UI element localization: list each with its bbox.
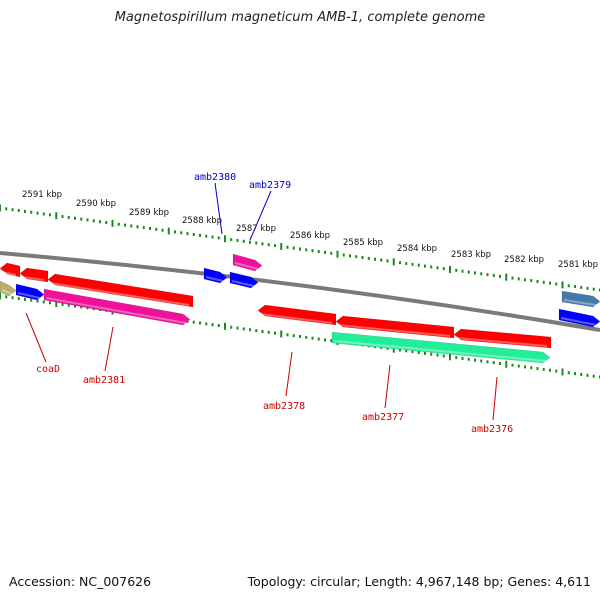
kbp-label: 2584 kbp [397,244,437,254]
leader-line [214,182,223,235]
gene-highlight [234,262,259,270]
leader-line [25,312,47,363]
genome-summary: Topology: circular; Length: 4,967,148 bp… [247,574,591,589]
gene-labels: coaD amb2381 amb2380 amb2379 amb2378 amb2377 a… [25,172,513,435]
gene-feature[interactable] [0,280,17,297]
gene-label[interactable]: coaD [36,364,60,375]
gene-feature[interactable] [19,267,49,283]
leader-line [492,376,498,421]
gene-feature[interactable] [229,271,259,289]
kbp-label: 2591 kbp [22,190,62,200]
gene-highlight [17,292,41,299]
gene-label[interactable]: amb2377 [362,412,404,423]
gene-highlight [337,324,451,337]
kbp-label: 2588 kbp [182,216,222,226]
gene-label[interactable]: amb2376 [471,424,513,435]
gene-highlight [45,297,187,324]
kbp-label: 2587 kbp [236,224,276,234]
gene-feature[interactable] [335,315,455,339]
kbp-label: 2589 kbp [129,208,169,218]
accession-text: Accession: NC_007626 [9,574,152,589]
gene-feature[interactable] [203,267,228,284]
gene-label[interactable]: amb2378 [263,401,305,412]
kbp-label: 2590 kbp [76,199,116,209]
gene-highlight [563,299,597,306]
gene-feature[interactable] [558,308,600,328]
gene-highlight [231,280,255,287]
gene-highlight [560,317,597,326]
gene-feature[interactable] [561,290,600,308]
gene-feature[interactable] [257,304,337,326]
gene-feature[interactable] [232,253,263,272]
gene-highlight [49,282,190,306]
kbp-label: 2581 kbp [558,260,598,270]
scale-ticks-top [0,204,600,292]
kbp-label: 2586 kbp [290,231,330,241]
gene-highlight [259,313,333,324]
gene-feature[interactable] [453,328,552,349]
kbp-label: 2582 kbp [504,255,544,265]
leader-line [285,351,293,397]
gene-feature[interactable] [331,331,551,364]
leader-line [384,364,391,409]
leader-line [104,326,114,372]
genome-backbone [0,251,600,332]
gene-features [0,253,600,364]
gene-feature[interactable] [47,273,194,308]
leader-line [249,190,272,241]
gene-label[interactable]: amb2379 [249,180,291,191]
gene-label[interactable]: amb2381 [83,375,125,386]
gene-highlight [205,276,224,282]
gene-feature[interactable] [15,283,45,301]
gene-highlight [21,276,45,281]
gene-highlight [333,340,547,362]
kbp-label: 2583 kbp [451,250,491,260]
gene-highlight [1,289,13,295]
gene-feature[interactable] [0,262,21,278]
kbp-label: 2585 kbp [343,238,383,248]
kbp-labels: 2591 kbp 2590 kbp 2589 kbp 2588 kbp 2587 kbp… [22,190,598,270]
gene-highlight [1,271,17,276]
gene-feature[interactable] [43,288,191,326]
map-title: Magnetospirillum magneticum AMB-1, compl… [114,10,486,25]
gene-highlight [455,337,548,347]
gene-label[interactable]: amb2380 [194,172,236,183]
